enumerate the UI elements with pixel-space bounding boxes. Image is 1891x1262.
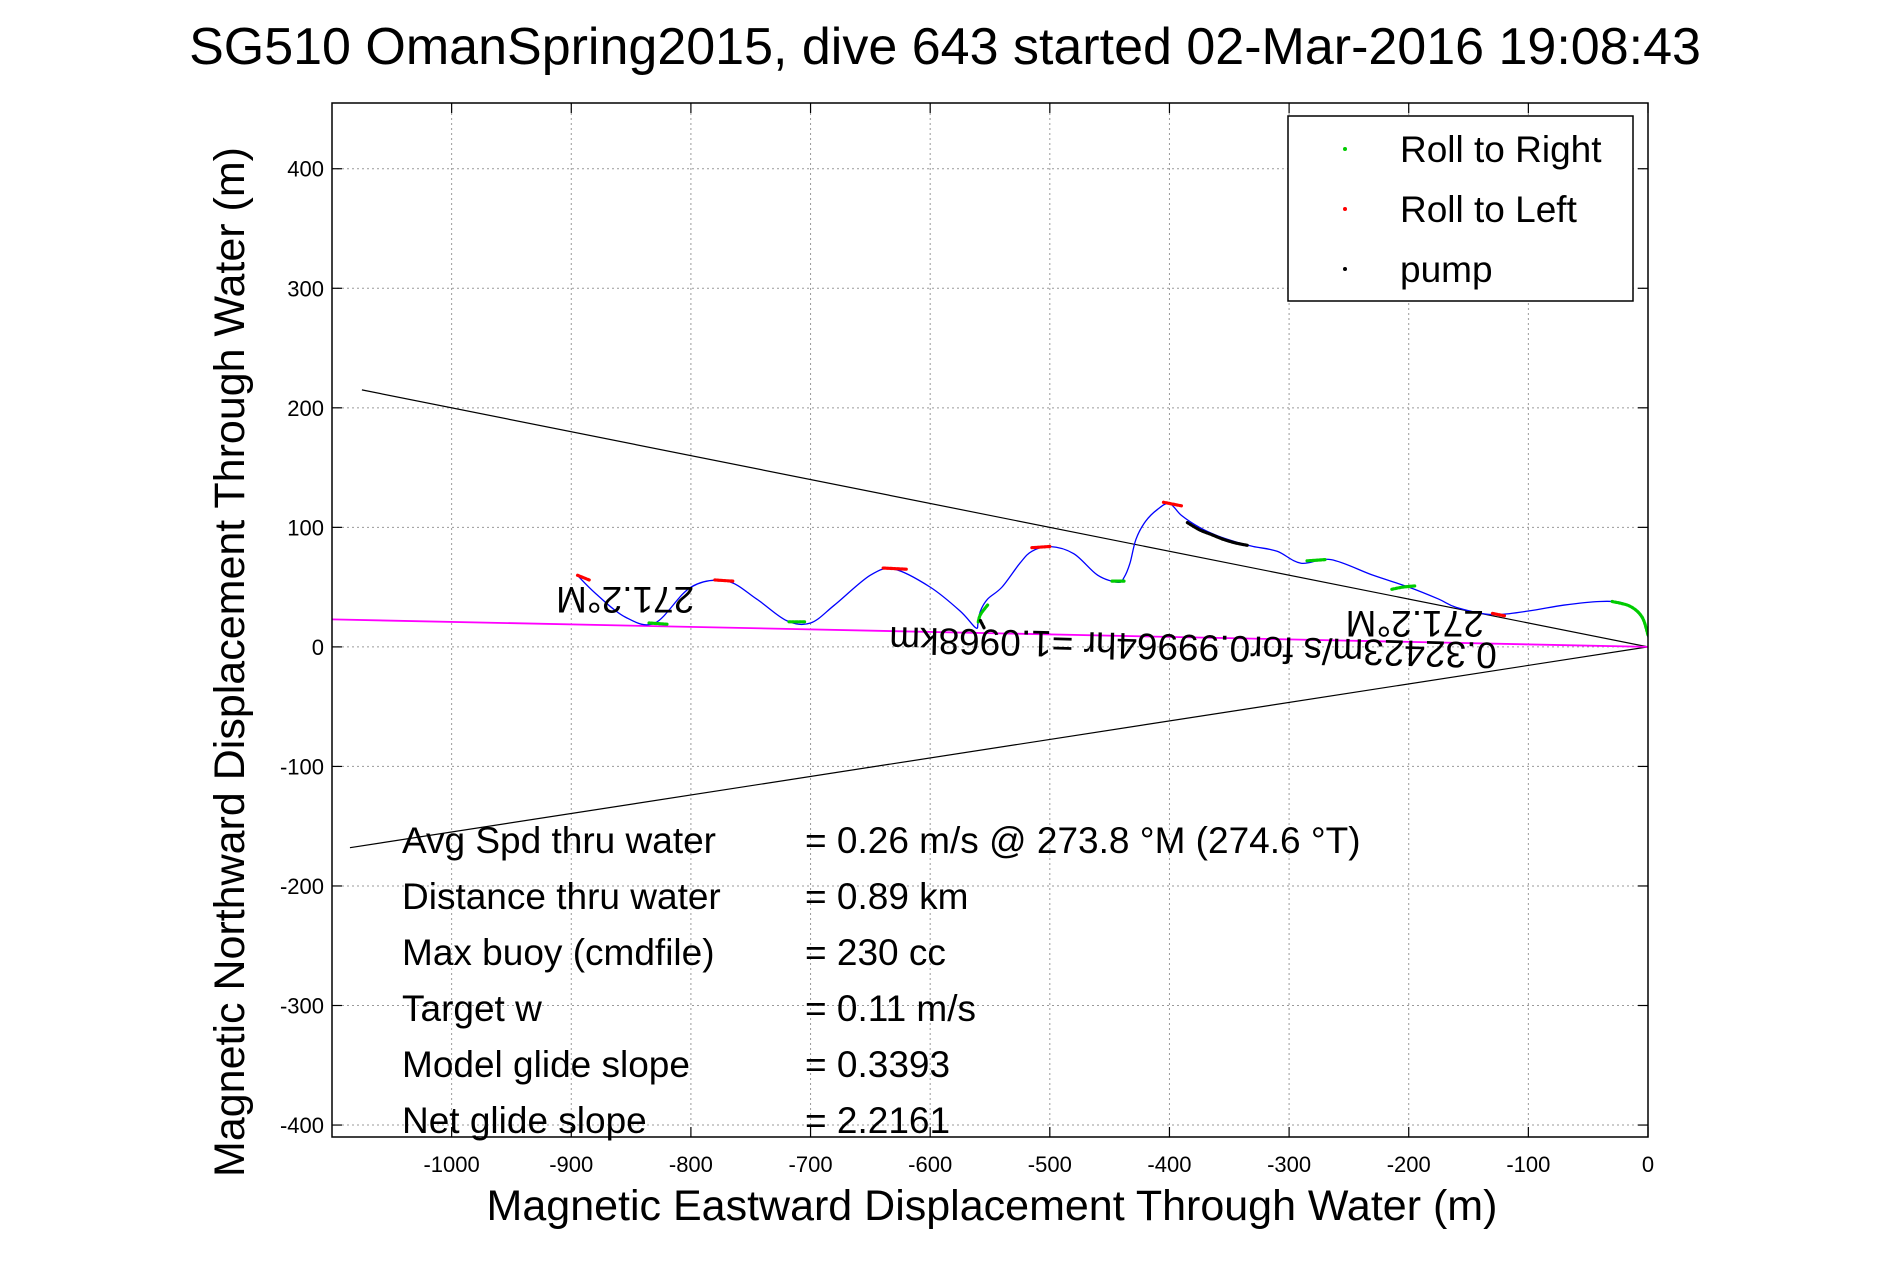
y-tick-label: 0 [312,635,324,660]
glide-cone-lower-line [349,646,1648,849]
stat-label: Target w [402,988,542,1029]
y-tick-label: -300 [280,994,324,1019]
roll-right-segment [647,621,669,626]
x-tick-label: -1000 [423,1152,479,1177]
legend-label: Roll to Right [1400,129,1602,170]
heading-annotation: 271.2°M [556,579,694,620]
pump-segment [978,618,986,630]
x-tick-label: -200 [1387,1152,1431,1177]
x-tick-label: 0 [1642,1152,1654,1177]
stat-value: = 0.26 m/s @ 273.8 °M (274.6 °T) [805,820,1361,861]
stat-label: Distance thru water [402,876,721,917]
stat-value: = 0.89 km [805,876,969,917]
y-tick-label: -200 [280,874,324,899]
roll-left-segment [880,566,908,571]
chart-title: SG510 OmanSpring2015, dive 643 started 0… [189,18,1701,76]
legend-label: Roll to Left [1400,189,1578,230]
plot-frame [331,102,1649,1138]
roll-right-segment [1305,558,1327,563]
y-tick-label: -100 [280,754,324,779]
legend-marker [1343,207,1347,211]
roll-right-segment [1389,584,1417,592]
glide-cone-upper-line [361,389,1648,648]
legend: Roll to Right Roll to Left pump [1287,115,1634,302]
axis-ticks: -1000 -900 -800 -700 -600 -500 -400 -300 -200 -10… [280,103,1654,1177]
y-tick-label: 400 [287,157,324,182]
y-tick-label: 300 [287,276,324,301]
reference-lines [332,389,1648,849]
glider-track [576,502,1648,638]
stat-value: = 0.11 m/s [805,988,976,1029]
stats-panel: Avg Spd thru water = 0.26 m/s @ 273.8 °M … [402,820,1361,1141]
legend-marker [1343,267,1347,271]
x-tick-label: -900 [549,1152,593,1177]
stat-value: = 230 cc [805,932,946,973]
y-tick-label: 200 [287,396,324,421]
x-tick-label: -100 [1506,1152,1550,1177]
x-tick-label: -800 [669,1152,713,1177]
x-tick-label: -300 [1267,1152,1311,1177]
stat-value: = 2.2161 [805,1100,950,1141]
y-axis-label: Magnetic Northward Displacement Through … [206,147,254,1177]
roll-right-segment [1610,599,1648,637]
track-series [575,500,1648,638]
pump-segment [1185,520,1249,547]
x-tick-label: -400 [1147,1152,1191,1177]
stat-label: Model glide slope [402,1044,690,1085]
stat-value: = 0.3393 [805,1044,950,1085]
roll-right-segment [976,603,990,625]
legend-marker [1343,147,1347,151]
roll-left-segment [1030,544,1052,550]
roll-left-segment [575,573,591,582]
roll-left-segment [1490,611,1507,618]
x-tick-label: -600 [908,1152,952,1177]
legend-label: pump [1400,249,1493,290]
y-tick-label: -400 [280,1113,324,1138]
roll-left-segment [1161,500,1184,508]
heading-annotation: 271.2°M [1346,603,1484,644]
stat-label: Net glide slope [402,1100,647,1141]
x-axis-label: Magnetic Eastward Displacement Through W… [487,1182,1498,1230]
x-tick-label: -500 [1028,1152,1072,1177]
stat-label: Max buoy (cmdfile) [402,932,715,973]
y-tick-label: 100 [287,515,324,540]
depth-avg-current-line [332,618,1648,648]
roll-left-segment [713,578,735,583]
stat-label: Avg Spd thru water [402,820,716,861]
x-tick-label: -700 [789,1152,833,1177]
